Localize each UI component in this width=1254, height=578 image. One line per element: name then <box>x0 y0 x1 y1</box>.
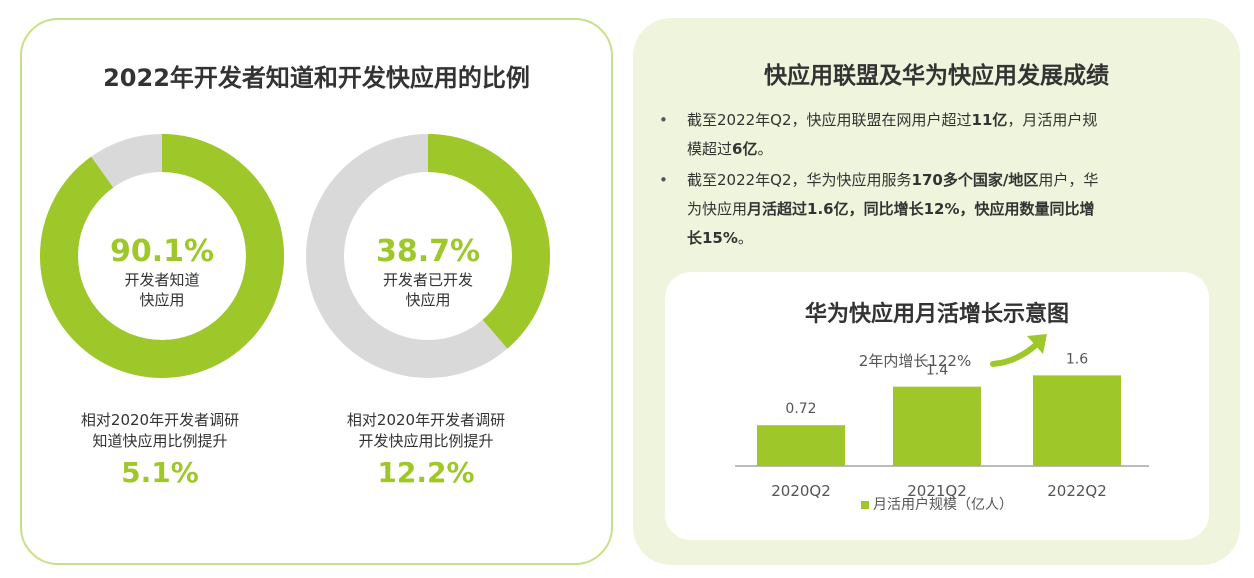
bullet-marker: • <box>659 111 668 129</box>
bullet-text: 。 <box>737 229 753 247</box>
note-line1: 相对2020年开发者调研 <box>80 411 240 429</box>
donut-value: 38.7% <box>375 234 481 269</box>
left-title: 2022年开发者知道和开发快应用的比例 <box>103 64 530 92</box>
donut-value: 90.1% <box>109 234 215 269</box>
bullet-marker: • <box>659 171 668 189</box>
bar <box>757 425 845 466</box>
donut-label-line2: 快应用 <box>405 291 451 309</box>
note-value: 12.2% <box>377 456 475 489</box>
note-developed: 相对2020年开发者调研 开发快应用比例提升 12.2% <box>306 410 546 492</box>
bullet-text: 。 <box>757 140 773 158</box>
bar <box>893 386 981 466</box>
note-line1: 相对2020年开发者调研 <box>346 411 506 429</box>
growth-arrow-icon <box>990 341 1040 367</box>
bullet-item: • 截至2022年Q2，华为快应用服务170多个国家/地区用户，华 为快应用月活… <box>657 166 1217 253</box>
x-tick-label: 2020Q2 <box>771 482 831 500</box>
bullet-text: 截至2022年Q2，快应用联盟在网用户超过 <box>687 111 972 129</box>
bullet-item: • 截至2022年Q2，快应用联盟在网用户超过11亿，月活用户规 模超过6亿。 <box>657 106 1217 164</box>
chart-card: 华为快应用月活增长示意图 0.72 2020Q2 1.4 2021Q2 1.6 2022Q… <box>665 272 1209 540</box>
donut-chart-developed <box>306 134 550 378</box>
x-tick-label: 2022Q2 <box>1047 482 1107 500</box>
note-known: 相对2020年开发者调研 知道快应用比例提升 5.1% <box>40 410 280 492</box>
donut-center-known: 90.1% 开发者知道 快应用 <box>80 234 244 310</box>
donut-label-line1: 开发者知道 <box>124 271 200 289</box>
growth-annotation: 2年内增长122% <box>859 352 971 370</box>
bullet-list: • 截至2022年Q2，快应用联盟在网用户超过11亿，月活用户规 模超过6亿。 … <box>657 106 1217 255</box>
right-content: 快应用联盟及华为快应用发展成绩 • 截至2022年Q2，快应用联盟在网用户超过1… <box>633 18 1240 565</box>
note-value: 5.1% <box>121 456 199 489</box>
bullet-text: 用户，华 <box>1038 171 1099 189</box>
bullet-text: 为快应用 <box>687 200 748 218</box>
bar-data-label: 1.6 <box>1066 351 1088 367</box>
note-line2: 知道快应用比例提升 <box>92 432 228 450</box>
bullet-text: 模超过 <box>687 140 733 158</box>
growth-arrowhead-icon <box>1027 334 1047 354</box>
bar-chart: 0.72 2020Q2 1.4 2021Q2 1.6 2022Q2 2年内增长122% <box>735 334 1149 500</box>
donut-label-line1: 开发者已开发 <box>382 271 473 289</box>
donut-chart-known <box>40 134 284 378</box>
bullet-highlight: 6亿 <box>732 140 758 158</box>
bar-data-label: 1.4 <box>926 363 948 379</box>
right-title: 快应用联盟及华为快应用发展成绩 <box>764 63 1109 89</box>
donut-arc <box>40 134 284 378</box>
chart-legend: 月活用户规模（亿人） <box>665 494 1209 514</box>
note-line2: 开发快应用比例提升 <box>358 432 494 450</box>
chart-title: 华为快应用月活增长示意图 <box>804 302 1069 327</box>
bullet-highlight: 11亿 <box>971 111 1008 129</box>
donut-label-line2: 快应用 <box>139 291 185 309</box>
x-tick-label: 2021Q2 <box>907 482 967 500</box>
bullet-highlight: 170多个国家/地区 <box>911 171 1039 189</box>
bullet-highlight: 月活超过1.6亿，同比增长12%，快应用数量同比增 <box>747 200 1095 218</box>
bullet-text: ，月活用户规 <box>1007 111 1098 129</box>
legend-label: 月活用户规模（亿人） <box>873 497 1013 513</box>
legend-swatch <box>861 501 869 509</box>
donut-center-developed: 38.7% 开发者已开发 快应用 <box>346 234 510 310</box>
bullet-highlight: 长15% <box>687 229 738 247</box>
bar <box>1033 375 1121 466</box>
bullet-text: 截至2022年Q2，华为快应用服务 <box>687 171 912 189</box>
donut-arc <box>306 134 550 378</box>
bar-data-label: 0.72 <box>785 401 816 417</box>
